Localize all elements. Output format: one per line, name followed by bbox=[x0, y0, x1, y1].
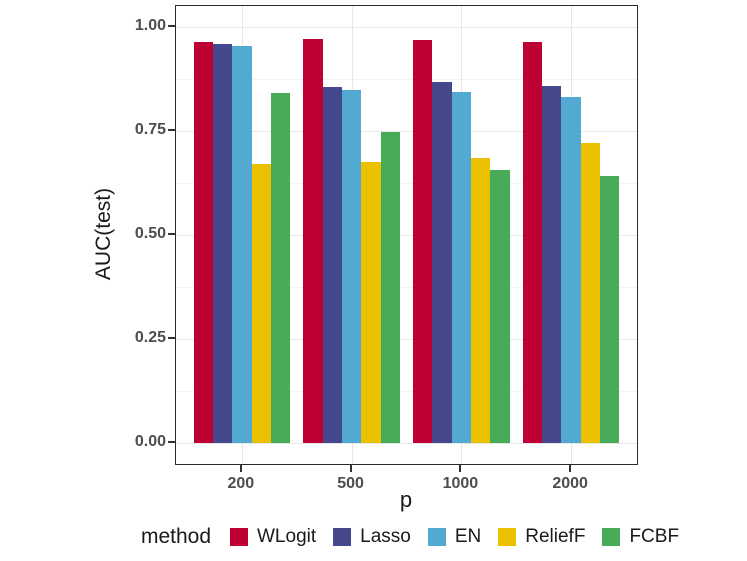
legend-swatch-en bbox=[427, 528, 446, 546]
legend-title: method bbox=[140, 525, 211, 548]
gridline-minor-horizontal bbox=[176, 79, 637, 80]
bar-wlogit-200 bbox=[193, 41, 213, 443]
x-tick-label: 200 bbox=[227, 475, 255, 492]
gridline-minor-horizontal bbox=[176, 287, 637, 288]
gridline-major-horizontal bbox=[176, 235, 637, 236]
bar-en-2000 bbox=[561, 96, 581, 443]
legend-label: ReliefF bbox=[525, 526, 586, 547]
bar-wlogit-500 bbox=[303, 39, 323, 443]
x-tick-mark bbox=[569, 465, 572, 472]
y-tick-label: 1.00 bbox=[134, 17, 166, 34]
bar-fcbf-200 bbox=[270, 92, 291, 443]
bar-en-500 bbox=[341, 90, 362, 443]
y-tick-mark bbox=[168, 337, 175, 339]
gridline-minor-horizontal bbox=[176, 391, 637, 392]
legend-label: FCBF bbox=[629, 526, 680, 547]
bar-fcbf-2000 bbox=[600, 175, 620, 443]
bar-relieff-2000 bbox=[580, 143, 601, 443]
bar-lasso-2000 bbox=[542, 85, 562, 443]
bar-lasso-500 bbox=[322, 86, 342, 443]
gridline-major-horizontal bbox=[176, 443, 637, 444]
bar-en-200 bbox=[232, 45, 252, 443]
legend-item-wlogit: WLogit bbox=[230, 526, 316, 548]
x-tick-label: 2000 bbox=[552, 475, 588, 492]
gridline-major-horizontal bbox=[176, 131, 637, 132]
bar-fcbf-1000 bbox=[490, 170, 510, 443]
plot-panel bbox=[175, 5, 638, 465]
bar-relieff-500 bbox=[361, 162, 381, 443]
bar-relieff-1000 bbox=[471, 158, 491, 443]
y-tick-mark bbox=[168, 441, 175, 443]
y-tick-label: 0.25 bbox=[134, 329, 166, 346]
gridline-major-horizontal bbox=[176, 339, 637, 340]
x-tick-mark bbox=[239, 465, 242, 472]
y-tick-label: 0.50 bbox=[134, 225, 166, 242]
y-tick-label: 0.75 bbox=[134, 121, 166, 138]
bar-fcbf-500 bbox=[380, 131, 400, 443]
legend: method WLogit Lasso EN ReliefF FCBF bbox=[100, 520, 720, 554]
legend-label: Lasso bbox=[360, 526, 411, 547]
gridline-minor-horizontal bbox=[176, 183, 637, 184]
x-tick-mark bbox=[459, 465, 462, 472]
y-axis-title: AUC(test) bbox=[92, 187, 115, 281]
legend-swatch-relieff bbox=[498, 528, 517, 546]
bar-wlogit-1000 bbox=[413, 40, 433, 443]
legend-swatch-fcbf bbox=[602, 528, 621, 546]
bar-relieff-200 bbox=[251, 164, 271, 443]
bar-lasso-1000 bbox=[432, 81, 452, 443]
bar-en-1000 bbox=[451, 91, 472, 443]
y-tick-mark bbox=[168, 129, 175, 131]
y-tick-mark bbox=[168, 233, 175, 235]
y-tick-mark bbox=[168, 25, 175, 27]
bar-wlogit-2000 bbox=[522, 41, 543, 443]
x-tick-label: 1000 bbox=[442, 475, 479, 492]
legend-swatch-wlogit bbox=[230, 528, 248, 546]
x-tick-label: 500 bbox=[337, 475, 364, 492]
legend-item-relieff: ReliefF bbox=[498, 526, 585, 548]
bar-lasso-200 bbox=[212, 44, 233, 443]
legend-label: EN bbox=[454, 526, 482, 547]
gridline-major-horizontal bbox=[176, 27, 637, 28]
legend-item-fcbf: FCBF bbox=[602, 526, 679, 548]
y-tick-label: 0.00 bbox=[134, 433, 166, 450]
legend-item-en: EN bbox=[427, 526, 482, 548]
legend-item-lasso: Lasso bbox=[333, 526, 411, 548]
x-axis-title: p bbox=[399, 487, 413, 512]
x-tick-mark bbox=[349, 465, 352, 472]
legend-swatch-lasso bbox=[333, 528, 352, 546]
legend-label: WLogit bbox=[257, 526, 317, 547]
